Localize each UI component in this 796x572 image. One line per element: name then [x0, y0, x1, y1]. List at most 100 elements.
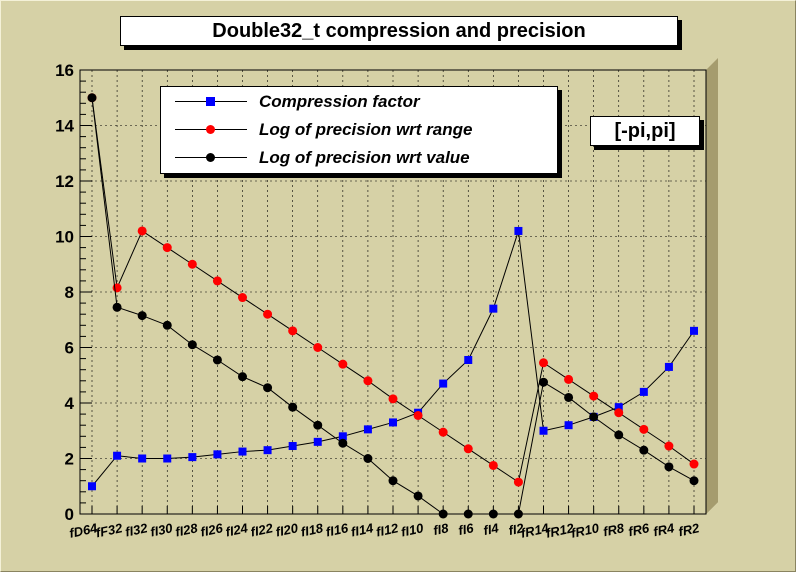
data-point-circle: [288, 326, 298, 336]
data-point-square: [690, 326, 698, 335]
x-tick-label: fF32: [94, 520, 124, 540]
x-tick-label: fI14: [350, 520, 376, 539]
data-point-circle: [564, 392, 574, 402]
y-tick-label: 14: [55, 117, 74, 136]
x-tick-label: fI4: [482, 520, 501, 538]
grid-lines: [80, 70, 706, 514]
data-point-square: [464, 355, 473, 364]
data-point-circle: [112, 302, 122, 312]
data-point-circle: [388, 476, 398, 486]
data-point-square: [313, 437, 322, 446]
data-point-square: [238, 447, 247, 456]
data-point-circle: [488, 509, 498, 519]
x-tick-label: fI16: [324, 520, 350, 539]
data-point-square: [188, 453, 197, 462]
data-point-circle: [589, 412, 599, 422]
y-tick-label: 10: [55, 228, 74, 247]
x-tick-label: fR2: [677, 520, 701, 539]
x-tick-label: fI30: [149, 520, 175, 539]
data-point-circle: [513, 509, 523, 519]
data-point-square: [614, 403, 623, 412]
y-tick-label: 0: [65, 505, 74, 524]
x-tick-label: fI28: [174, 520, 200, 539]
data-point-circle: [614, 408, 624, 418]
data-point-circle: [564, 374, 574, 384]
data-point-square: [539, 426, 548, 435]
x-tick-label: fI24: [224, 520, 250, 539]
data-point-square: [439, 379, 448, 388]
data-point-circle: [338, 438, 348, 448]
data-point-square: [489, 304, 498, 313]
data-point-square: [113, 451, 122, 460]
data-point-circle: [639, 445, 649, 455]
data-point-circle: [263, 383, 273, 393]
data-point-circle: [338, 359, 348, 369]
data-point-square: [664, 362, 673, 371]
y-tick-label: 8: [65, 283, 74, 302]
y-tick-label: 4: [65, 394, 75, 413]
legend-item-compression: Compression factor: [161, 88, 557, 116]
x-tick-label: fI12: [375, 520, 401, 539]
x-tick-label: fR6: [627, 520, 651, 539]
right-wall: [706, 58, 718, 514]
data-point-circle: [689, 476, 699, 486]
data-point-circle: [187, 340, 197, 350]
data-point-circle: [413, 491, 423, 501]
data-point-circle: [212, 355, 222, 365]
data-point-square: [88, 482, 96, 491]
legend-circle-marker: [206, 153, 215, 162]
data-point-square: [213, 450, 222, 459]
data-point-circle: [363, 376, 373, 386]
x-tick-label: fI20: [274, 520, 300, 539]
data-point-circle: [589, 391, 599, 401]
data-point-circle: [664, 462, 674, 472]
legend-label: Log of precision wrt range: [259, 120, 473, 139]
data-point-circle: [137, 226, 147, 236]
data-point-circle: [639, 424, 649, 434]
data-point-square: [338, 432, 347, 441]
data-point-square: [363, 425, 372, 434]
y-tick-label: 2: [65, 450, 74, 469]
data-point-square: [138, 454, 147, 463]
data-point-circle: [413, 410, 423, 420]
data-point-circle: [238, 372, 247, 382]
data-point-circle: [388, 394, 398, 404]
x-tick-label: fR14: [519, 520, 550, 541]
data-point-circle: [513, 477, 523, 487]
x-tick-label: fR12: [545, 520, 576, 541]
x-tick-label: fR10: [570, 520, 601, 541]
data-point-square: [263, 446, 272, 455]
data-point-circle: [539, 377, 548, 387]
data-point-square: [514, 226, 523, 235]
data-point-circle: [187, 259, 197, 269]
data-point-circle: [238, 293, 247, 303]
x-tick-label: fI10: [400, 520, 426, 539]
data-point-circle: [288, 402, 298, 412]
x-tick-label: fI32: [124, 520, 150, 539]
data-point-circle: [212, 276, 222, 286]
data-point-circle: [87, 93, 97, 103]
x-tick-label: fI22: [249, 520, 275, 539]
data-point-circle: [313, 343, 323, 352]
data-point-square: [639, 387, 648, 396]
data-point-circle: [614, 430, 624, 440]
data-point-circle: [438, 509, 448, 519]
x-tick-label: fI8: [432, 520, 451, 538]
data-point-circle: [313, 420, 323, 430]
series-layer: [87, 93, 699, 519]
legend-item-precision-range: Log of precision wrt range: [161, 116, 557, 144]
x-tick-label: fI26: [199, 520, 225, 539]
data-point-circle: [463, 509, 473, 519]
legend-label: Log of precision wrt value: [259, 148, 470, 167]
data-point-circle: [664, 441, 674, 451]
legend-label: Compression factor: [259, 92, 420, 111]
data-point-square: [389, 418, 397, 427]
data-point-circle: [488, 460, 498, 470]
x-tick-label: fI18: [299, 520, 325, 539]
data-point-circle: [689, 459, 699, 469]
legend-circle-marker: [206, 125, 215, 134]
data-point-circle: [463, 444, 473, 454]
legend: Compression factor Log of precision wrt …: [160, 86, 558, 174]
data-point-square: [163, 454, 172, 463]
